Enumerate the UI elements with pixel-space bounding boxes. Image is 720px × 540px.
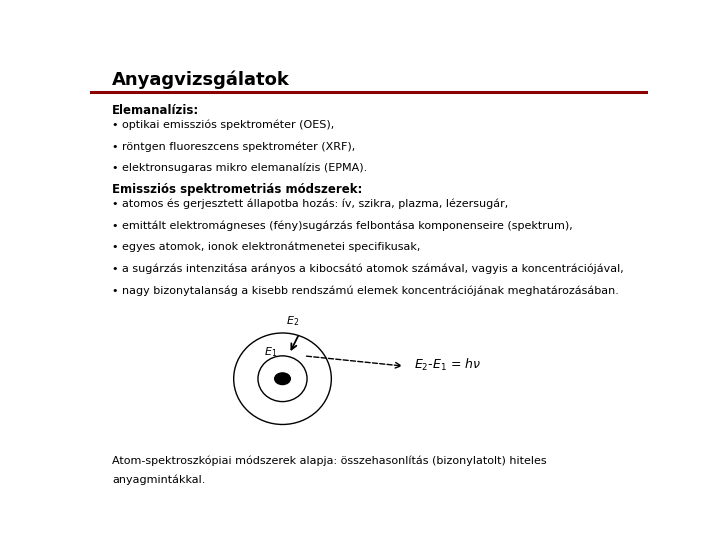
Text: Atom-spektroszkópiai módszerek alapja: összehasonlítás (bizonylatolt) hiteles: Atom-spektroszkópiai módszerek alapja: ö… bbox=[112, 456, 547, 466]
Text: anyagmintákkal.: anyagmintákkal. bbox=[112, 474, 206, 485]
Circle shape bbox=[275, 373, 290, 384]
Text: • nagy bizonytalanság a kisebb rendszámú elemek koncentrációjának meghatározásáb: • nagy bizonytalanság a kisebb rendszámú… bbox=[112, 285, 619, 296]
Text: • optikai emissziós spektrométer (OES),: • optikai emissziós spektrométer (OES), bbox=[112, 120, 335, 130]
Text: • röntgen fluoreszcens spektrométer (XRF),: • röntgen fluoreszcens spektrométer (XRF… bbox=[112, 141, 356, 152]
Text: $E_1$: $E_1$ bbox=[264, 346, 277, 360]
Text: $E_2$-$E_1$ = $h\nu$: $E_2$-$E_1$ = $h\nu$ bbox=[413, 357, 481, 374]
Text: Elemanalízis:: Elemanalízis: bbox=[112, 104, 199, 117]
Text: • a sugárzás intenzitása arányos a kibocsátó atomok számával, vagyis a koncentrá: • a sugárzás intenzitása arányos a kiboc… bbox=[112, 264, 624, 274]
Text: • egyes atomok, ionok elektronátmenetei specifikusak,: • egyes atomok, ionok elektronátmenetei … bbox=[112, 242, 420, 252]
Text: • emittált elektromágneses (fény)sugárzás felbontása komponenseire (spektrum),: • emittált elektromágneses (fény)sugárzá… bbox=[112, 220, 573, 231]
Text: Emissziós spektrometriás módszerek:: Emissziós spektrometriás módszerek: bbox=[112, 183, 363, 197]
Text: Anyagvizsgálatok: Anyagvizsgálatok bbox=[112, 70, 290, 89]
Text: $E_2$: $E_2$ bbox=[286, 314, 299, 328]
Text: • atomos és gerjesztett állapotba hozás: ív, szikra, plazma, lézersugár,: • atomos és gerjesztett állapotba hozás:… bbox=[112, 199, 508, 209]
Text: • elektronsugaras mikro elemanalízis (EPMA).: • elektronsugaras mikro elemanalízis (EP… bbox=[112, 163, 368, 173]
